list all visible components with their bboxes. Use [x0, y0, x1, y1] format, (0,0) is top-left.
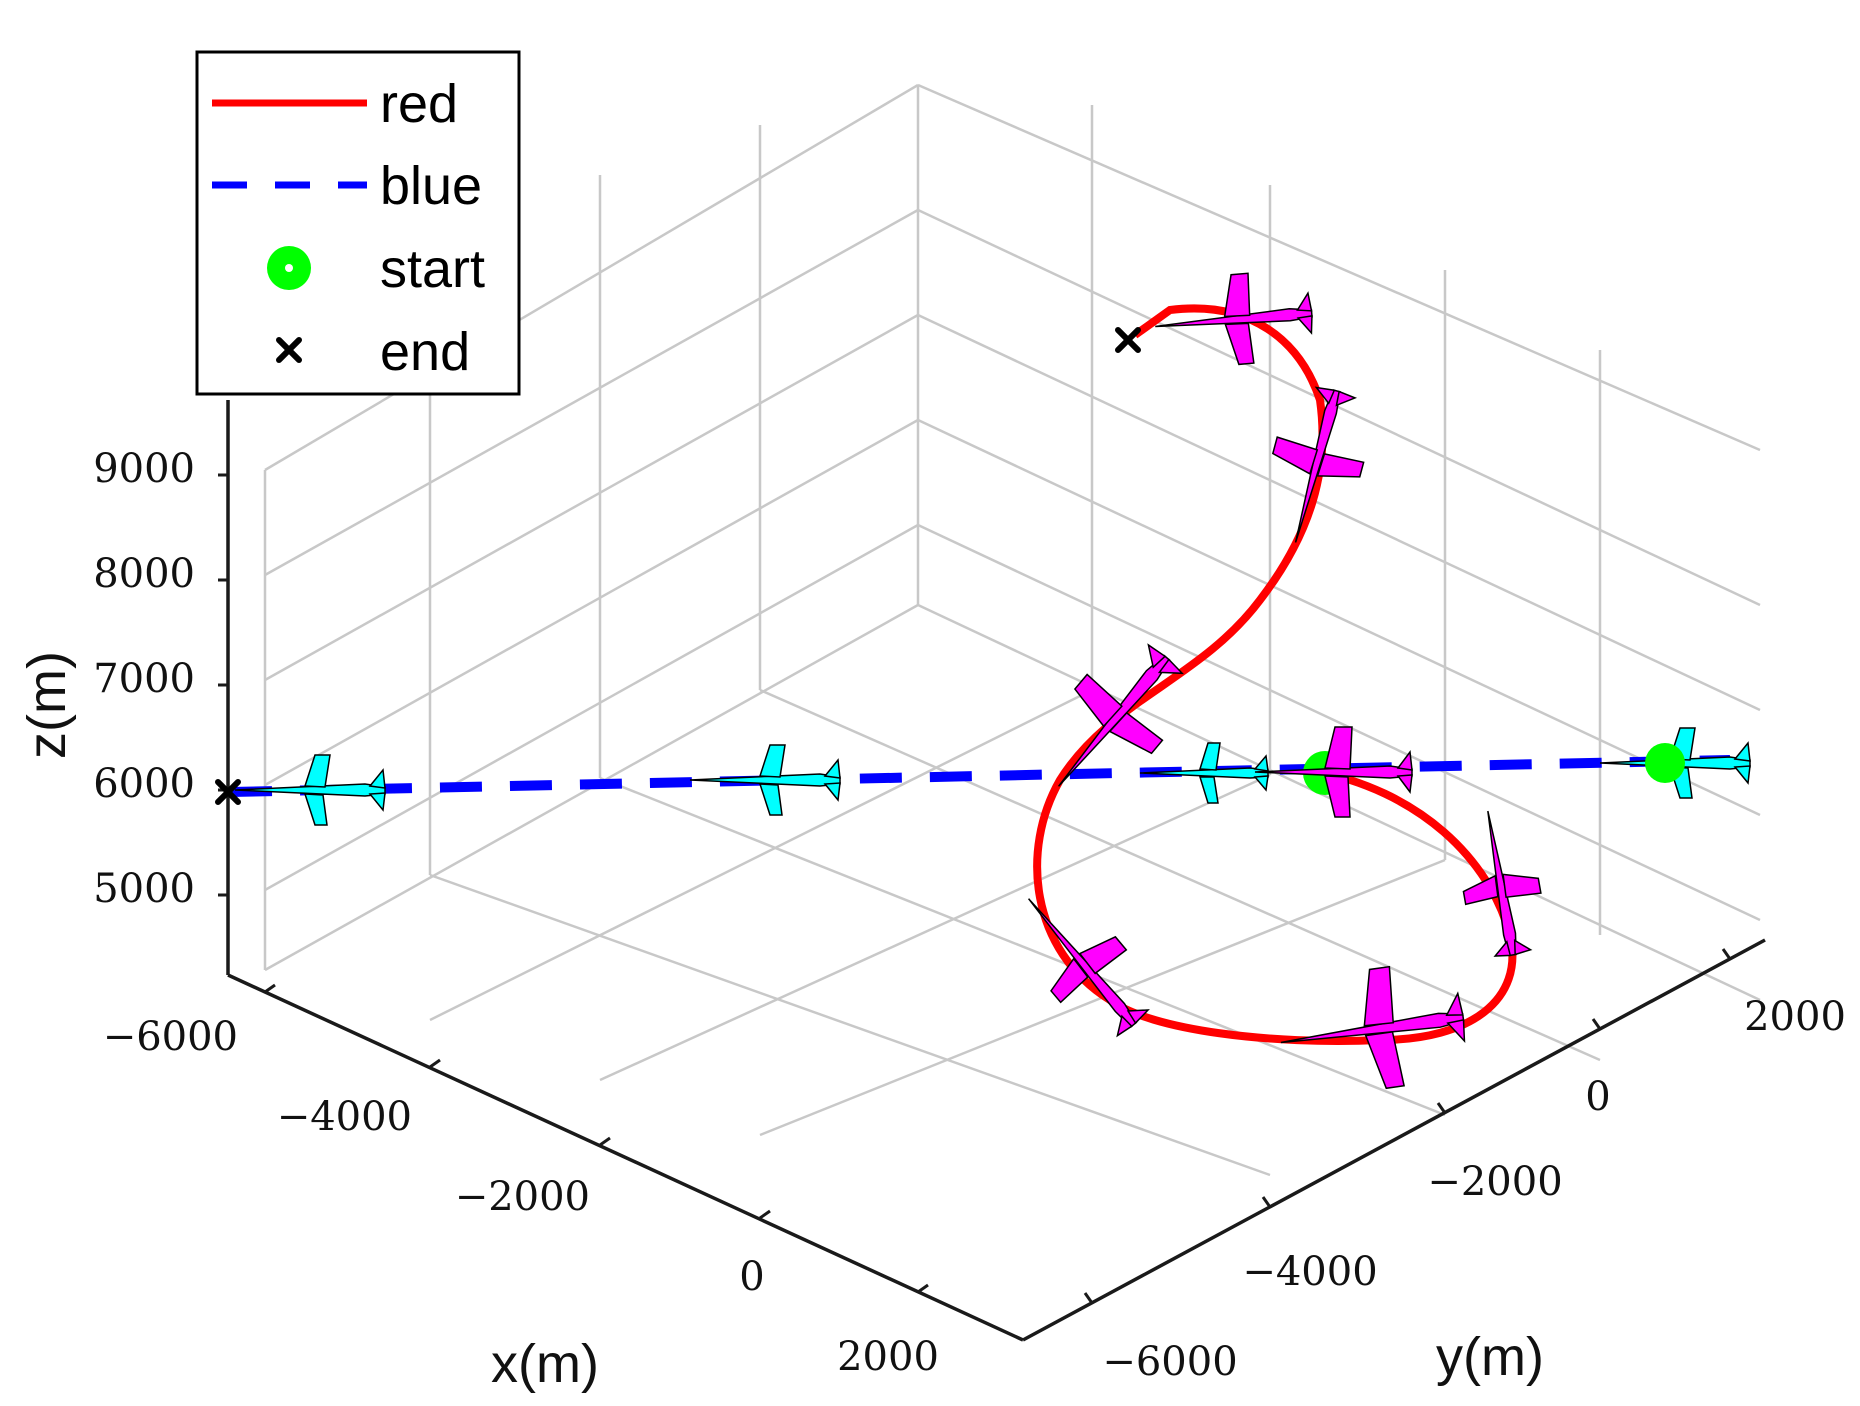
legend-label: start — [380, 239, 485, 299]
x-tick-labels: −6000 −4000 −2000 0 2000 — [103, 1014, 939, 1380]
aircraft-icon — [1254, 726, 1413, 818]
x-tick-label: −6000 — [103, 1014, 238, 1060]
legend-entry-blue: blue — [212, 156, 482, 216]
aircraft-icon — [1155, 272, 1313, 366]
aircraft-icon — [1139, 742, 1269, 804]
aircraft-icon — [234, 754, 386, 826]
y-axis-label: y(m) — [1436, 1327, 1544, 1387]
x-axis-line — [227, 973, 1024, 1342]
end-markers — [215, 327, 1141, 805]
x-tick-label: 2000 — [837, 1334, 939, 1380]
z-tick-label: 9000 — [93, 446, 195, 492]
x-tick-label: 0 — [739, 1254, 764, 1300]
axes — [226, 400, 1766, 1342]
legend-label: red — [380, 74, 458, 134]
end-marker-red — [1115, 327, 1141, 353]
series-blue-line — [229, 755, 1731, 797]
y-tick-label: −2000 — [1427, 1159, 1562, 1205]
legend-entry-red: red — [212, 74, 458, 134]
z-axis-label: z(m) — [17, 651, 77, 759]
aircraft-icon — [1027, 898, 1150, 1038]
z-tick-label: 6000 — [93, 761, 195, 807]
end-marker-blue — [215, 779, 241, 805]
aircraft-icon — [1057, 643, 1184, 787]
aircraft-icon — [1271, 386, 1365, 543]
legend-entry-start: start — [267, 239, 485, 299]
aircraft-icon — [689, 744, 841, 816]
aircraft-icon — [1462, 810, 1542, 957]
legend: red blue start end — [195, 50, 521, 396]
y-tick-label: 2000 — [1744, 994, 1846, 1040]
start-marker-blue — [1645, 743, 1685, 783]
legend-label: end — [380, 322, 470, 382]
y-axis-line — [1022, 938, 1766, 1342]
y-tick-label: 0 — [1585, 1074, 1610, 1120]
x-axis-label: x(m) — [491, 1334, 599, 1394]
x-tick-label: −4000 — [277, 1094, 412, 1140]
y-tick-label: −6000 — [1102, 1339, 1237, 1385]
series-red-line — [1033, 304, 1517, 1045]
x-tick-label: −2000 — [455, 1174, 590, 1220]
y-tick-labels: −6000 −4000 −2000 0 2000 — [1102, 994, 1846, 1385]
legend-entry-end: end — [276, 322, 470, 382]
z-tick-label: 8000 — [93, 551, 195, 597]
red-aircraft-group — [1027, 272, 1542, 1090]
blue-aircraft-group — [234, 727, 1751, 826]
legend-label: blue — [380, 156, 482, 216]
z-tick-label: 5000 — [93, 866, 195, 912]
legend-box — [195, 50, 521, 396]
tick-marks — [218, 473, 1732, 1304]
z-tick-labels: 5000 6000 7000 8000 9000 — [93, 446, 195, 912]
z-tick-label: 7000 — [93, 656, 195, 702]
y-tick-label: −4000 — [1242, 1249, 1377, 1295]
aircraft-icon — [1280, 965, 1466, 1090]
